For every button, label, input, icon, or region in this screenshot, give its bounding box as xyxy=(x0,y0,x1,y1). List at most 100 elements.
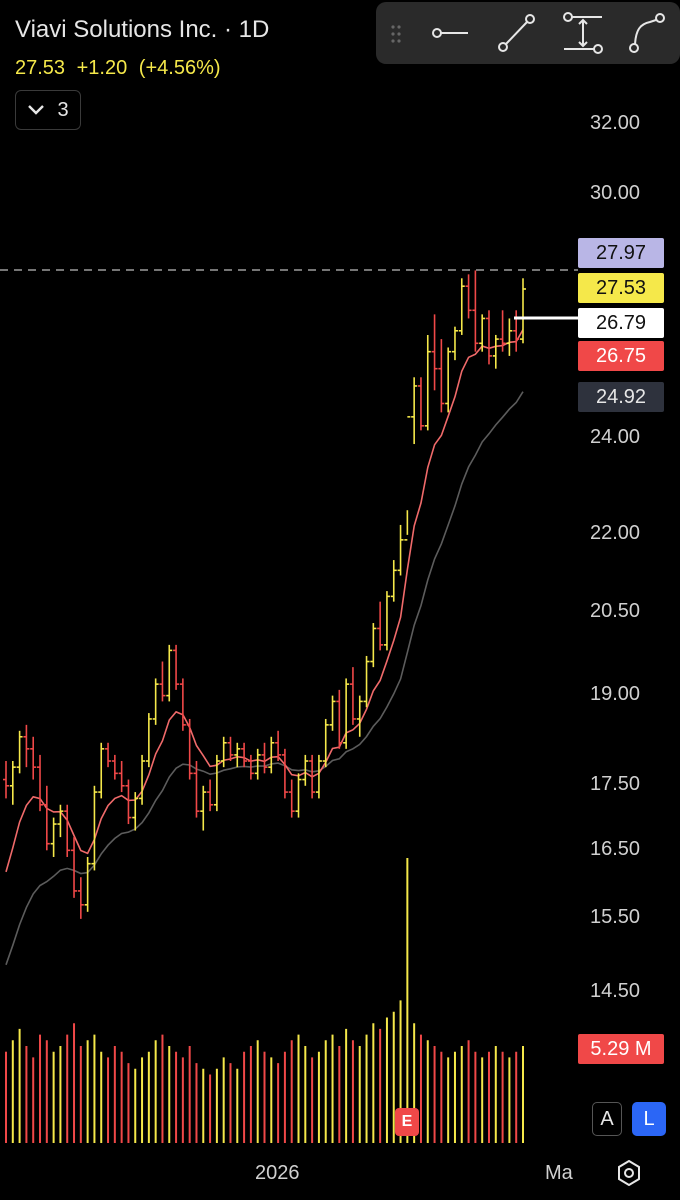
ohlc-bar xyxy=(43,785,50,851)
ohlc-bar xyxy=(166,644,173,702)
ohlc-bar xyxy=(458,278,465,335)
y-tick-19: 19.00 xyxy=(590,683,641,705)
ohlc-bar xyxy=(465,274,472,319)
x-tick-2026: 2026 xyxy=(255,1162,300,1184)
ohlc-bar xyxy=(445,347,452,413)
chevron-down-icon xyxy=(28,105,45,115)
y-tick-15-5: 15.50 xyxy=(590,906,641,928)
ohlc-bar xyxy=(241,742,248,768)
ohlc-bar xyxy=(492,334,499,369)
ohlc-bar xyxy=(268,736,275,774)
ohlc-bar xyxy=(247,754,254,780)
ohlc-bar xyxy=(431,314,438,391)
ohlc-bar xyxy=(499,310,506,352)
quote-line: 27.53 +1.20 (+4.56%) xyxy=(15,57,227,80)
ohlc-bar xyxy=(57,804,64,838)
symbol-title[interactable]: Viavi Solutions Inc. · 1D xyxy=(15,16,270,43)
ohlc-bar xyxy=(309,754,316,799)
high-price-tag: 27.97 xyxy=(578,238,664,268)
ohlc-bar xyxy=(411,377,418,445)
ohlc-bar xyxy=(472,270,479,352)
volume-bars xyxy=(5,858,524,1143)
ohlc-bar xyxy=(336,689,343,749)
y-tick-24: 24.00 xyxy=(590,426,641,448)
ohlc-bar xyxy=(179,678,186,731)
ohlc-bar xyxy=(220,736,227,768)
indicator-count: 3 xyxy=(57,98,69,121)
ohlc-bar xyxy=(23,724,30,768)
drag-handle-icon[interactable] xyxy=(390,24,402,44)
ohlc-bar xyxy=(213,754,220,812)
ohlc-bar xyxy=(329,695,336,731)
y-tick-22: 22.00 xyxy=(590,522,641,544)
moving-averages xyxy=(5,329,524,966)
ohlc-bar xyxy=(479,314,486,352)
ohlc-bar xyxy=(30,736,37,780)
ohlc-bar xyxy=(186,718,193,780)
settings-icon[interactable] xyxy=(616,1160,642,1186)
ohlc-bar xyxy=(234,742,241,768)
prev-close-tag: 26.75 xyxy=(578,341,664,371)
ohlc-bar xyxy=(356,695,363,737)
ohlc-bar xyxy=(349,667,356,725)
ohlc-bar xyxy=(295,773,302,818)
ohlc-bar xyxy=(520,278,526,344)
last-price-tag: 27.53 xyxy=(578,273,664,303)
ohlc-bar xyxy=(424,334,431,431)
ohlc-bar xyxy=(261,742,268,774)
ohlc-bar xyxy=(200,785,207,831)
y-tick-32: 32.00 xyxy=(590,112,641,134)
fast-moving-average-line xyxy=(5,329,524,873)
ohlc-bar xyxy=(9,761,16,805)
horizontal-line-icon[interactable] xyxy=(426,10,476,56)
ohlc-bar xyxy=(506,318,513,356)
ohlc-bar xyxy=(77,877,84,919)
ohlc-bar xyxy=(125,779,132,825)
ohlc-bar xyxy=(118,761,125,793)
ohlc-bar xyxy=(3,761,9,799)
ohlc-bar xyxy=(383,591,390,651)
auto-scale-button[interactable]: A xyxy=(592,1102,622,1136)
ohlc-bar xyxy=(207,779,214,812)
ohlc-bar xyxy=(227,736,234,762)
x-tick-ma: Ma xyxy=(545,1162,573,1184)
ohlc-bar xyxy=(451,326,458,361)
ohlc-bar xyxy=(64,804,71,857)
drawing-toolbar xyxy=(376,2,680,64)
ohlc-bar xyxy=(50,817,57,857)
trend-line-icon[interactable] xyxy=(492,10,542,56)
ohlc-bar xyxy=(193,761,200,818)
ohlc-bar xyxy=(254,748,261,780)
ohlc-bar xyxy=(139,754,146,805)
ohlc-bar xyxy=(71,837,78,898)
ohlc-bars xyxy=(3,270,526,919)
path-icon[interactable] xyxy=(622,10,672,56)
volume-tag: 5.29 M xyxy=(578,1034,664,1064)
ohlc-bar xyxy=(363,655,370,708)
ohlc-bar xyxy=(111,754,118,780)
ohlc-bar xyxy=(159,661,166,702)
ohlc-bar xyxy=(16,730,23,774)
ohlc-bar xyxy=(145,713,152,768)
y-tick-16-5: 16.50 xyxy=(590,838,641,860)
ohlc-bar xyxy=(370,623,377,668)
indicator-legend-toggle[interactable]: 3 xyxy=(15,90,81,130)
ohlc-bar xyxy=(404,416,411,541)
ohlc-bar xyxy=(438,339,445,413)
ohlc-bar xyxy=(417,377,424,431)
slow-moving-average-line xyxy=(5,391,524,966)
ohlc-bar xyxy=(98,742,105,799)
log-scale-button[interactable]: L xyxy=(632,1102,666,1136)
ohlc-bar xyxy=(91,785,98,871)
y-tick-14-5: 14.50 xyxy=(590,980,641,1002)
y-tick-30: 30.00 xyxy=(590,182,641,204)
price-change: +1.20 xyxy=(76,57,128,79)
ohlc-bar xyxy=(390,560,397,602)
fast-ma-tag: 26.79 xyxy=(578,308,664,338)
earnings-badge[interactable]: E xyxy=(395,1108,419,1136)
y-tick-17-5: 17.50 xyxy=(590,773,641,795)
price-range-icon[interactable] xyxy=(558,10,608,56)
ohlc-bar xyxy=(152,678,159,725)
ohlc-bar xyxy=(397,524,404,576)
